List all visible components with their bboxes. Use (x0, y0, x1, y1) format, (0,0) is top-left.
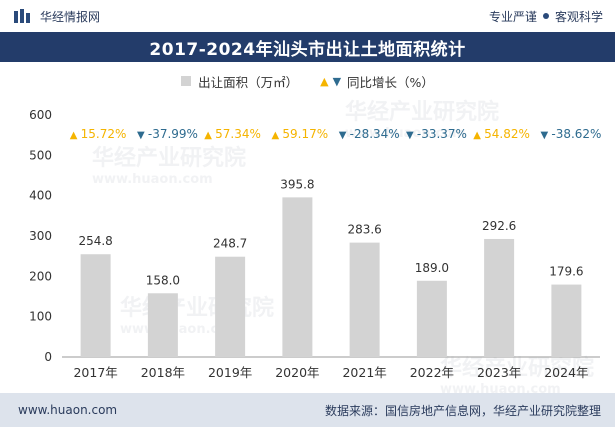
footer-website[interactable]: www.huaon.com (18, 403, 118, 417)
growth-label: 15.72% (81, 127, 127, 141)
x-tick-label: 2018年 (141, 365, 185, 380)
data-label: 395.8 (280, 177, 314, 191)
brand-name: 华经情报网 (40, 9, 101, 24)
x-tick-label: 2024年 (544, 365, 588, 380)
growth-label: -37.99% (148, 127, 198, 141)
tagline: 专业严谨 客观科学 (489, 8, 603, 25)
top-bar: 华经情报网 专业严谨 客观科学 (0, 0, 615, 32)
growth-down-triangle-icon: ▼ (339, 130, 347, 141)
data-label: 254.8 (78, 234, 112, 248)
data-label: 158.0 (146, 273, 180, 287)
bar (484, 238, 515, 357)
growth-up-triangle-icon: ▲ (70, 130, 78, 141)
x-tick-label: 2017年 (73, 365, 117, 380)
huajing-logo-icon (14, 9, 30, 23)
tagline-left: 专业严谨 (488, 9, 537, 24)
bar (416, 280, 447, 357)
growth-down-triangle-icon: ▼ (406, 130, 414, 141)
bar (282, 197, 313, 357)
data-label: 283.6 (347, 223, 381, 237)
legend-area-label: 出让面积（万㎡） (198, 74, 299, 90)
y-tick-label: 600 (29, 108, 52, 122)
growth-label: -38.62% (551, 127, 601, 141)
legend-growth-label: 同比增长（%） (347, 74, 434, 90)
growth-label: 54.82% (484, 127, 530, 141)
bar (215, 256, 246, 357)
data-label: 189.0 (415, 261, 449, 275)
y-tick-label: 200 (29, 269, 52, 283)
x-tick-label: 2020年 (275, 365, 319, 380)
growth-down-triangle-icon: ▼ (541, 130, 549, 141)
tagline-right: 客观科学 (554, 9, 603, 24)
chart-title: 2017-2024年汕头市出让土地面积统计 (0, 32, 615, 62)
growth-label: -33.37% (417, 127, 467, 141)
data-label: 248.7 (213, 237, 247, 251)
dot-icon (542, 13, 549, 19)
growth-up-triangle-icon: ▲ (272, 130, 280, 141)
y-tick-label: 0 (44, 350, 52, 364)
y-tick-label: 300 (29, 229, 52, 243)
y-tick-label: 100 (29, 310, 52, 324)
growth-down-triangle-icon: ▼ (137, 130, 145, 141)
footer: www.huaon.com 数据来源：国信房地产信息网，华经产业研究院整理 (0, 393, 615, 427)
x-tick-label: 2021年 (342, 365, 386, 380)
legend-up-triangle-icon: ▲ (320, 74, 329, 88)
bar (147, 293, 178, 357)
bar (80, 254, 111, 357)
data-label: 179.6 (549, 265, 583, 279)
y-tick-label: 500 (29, 148, 52, 162)
growth-label: 57.34% (215, 127, 261, 141)
x-tick-label: 2019年 (208, 365, 252, 380)
growth-up-triangle-icon: ▲ (473, 130, 481, 141)
growth-label: -28.34% (350, 127, 400, 141)
bar (551, 284, 582, 357)
growth-up-triangle-icon: ▲ (204, 130, 212, 141)
data-label: 292.6 (482, 219, 516, 233)
bar (349, 242, 380, 357)
x-tick-label: 2023年 (477, 365, 521, 380)
legend-down-triangle-icon: ▼ (332, 74, 342, 88)
brand: 华经情报网 (14, 8, 100, 25)
growth-label: 59.17% (282, 127, 328, 141)
x-tick-label: 2022年 (410, 365, 454, 380)
footer-source: 数据来源：国信房地产信息网，华经产业研究院整理 (324, 403, 601, 418)
legend-area-swatch (181, 76, 192, 86)
y-tick-label: 400 (29, 189, 52, 203)
chart-legend: 出让面积（万㎡） ▲ ▼ 同比增长（%） (0, 70, 615, 92)
